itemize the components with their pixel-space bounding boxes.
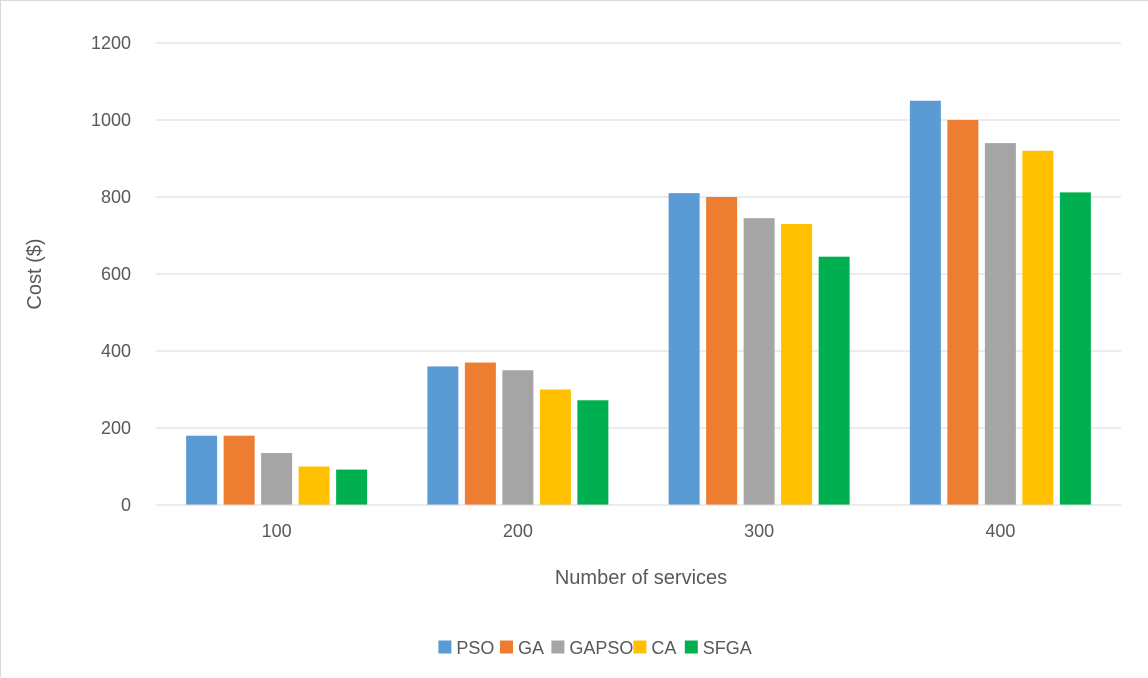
bar-ca-200 <box>539 389 571 505</box>
bar-sfga-400 <box>1059 192 1091 505</box>
bar-pso-300 <box>668 193 700 505</box>
bar-ga-200 <box>464 362 496 505</box>
bar-pso-400 <box>909 100 941 505</box>
bar-ca-400 <box>1022 150 1054 506</box>
y-tick-label: 1200 <box>91 33 131 53</box>
x-tick-label: 400 <box>985 521 1015 541</box>
legend-item-ca: CA <box>633 638 676 658</box>
legend-swatch <box>684 640 698 654</box>
legend-label: CA <box>651 638 676 658</box>
legend-swatch <box>438 640 452 654</box>
bar-pso-100 <box>186 435 218 505</box>
legend-label: SFGA <box>703 638 752 658</box>
y-tick-label: 200 <box>101 418 131 438</box>
x-axis-title: Number of services <box>555 567 727 589</box>
y-tick-labels: 0 200 400 600 800 1000 1200 <box>91 33 131 515</box>
legend: PSO GA GAPSO CA SFGA <box>438 638 752 658</box>
bar-ga-400 <box>947 120 979 505</box>
x-tick-label: 200 <box>503 521 533 541</box>
legend-item-pso: PSO <box>438 638 494 658</box>
bars <box>186 100 1091 506</box>
bar-gapso-200 <box>502 370 534 505</box>
bar-gapso-400 <box>984 143 1016 505</box>
legend-label: GAPSO <box>569 638 633 658</box>
bar-ca-300 <box>781 223 813 505</box>
legend-label: GA <box>518 638 544 658</box>
bar-ga-100 <box>223 435 255 505</box>
bar-ga-300 <box>706 197 738 505</box>
legend-swatch <box>551 640 565 654</box>
y-axis-title: Cost ($) <box>24 238 46 309</box>
x-tick-label: 300 <box>744 521 774 541</box>
bar-gapso-300 <box>743 218 775 506</box>
x-tick-labels: 100 200 300 400 <box>262 521 1016 541</box>
bar-sfga-100 <box>336 469 368 505</box>
legend-label: PSO <box>456 638 494 658</box>
legend-swatch <box>633 640 647 654</box>
legend-swatch <box>500 640 513 654</box>
x-tick-label: 100 <box>262 521 292 541</box>
y-tick-label: 1000 <box>91 110 131 130</box>
bar-sfga-300 <box>818 256 850 505</box>
bar-ca-100 <box>298 466 330 505</box>
y-tick-label: 400 <box>101 341 131 361</box>
bar-sfga-200 <box>577 400 609 505</box>
y-tick-label: 0 <box>121 495 131 515</box>
legend-item-gapso: GAPSO <box>551 638 633 658</box>
y-tick-label: 800 <box>101 187 131 207</box>
bar-pso-200 <box>427 366 459 505</box>
legend-item-ga: GA <box>500 638 544 658</box>
y-tick-label: 600 <box>101 264 131 284</box>
legend-item-sfga: SFGA <box>684 638 752 658</box>
bar-gapso-100 <box>261 453 293 505</box>
